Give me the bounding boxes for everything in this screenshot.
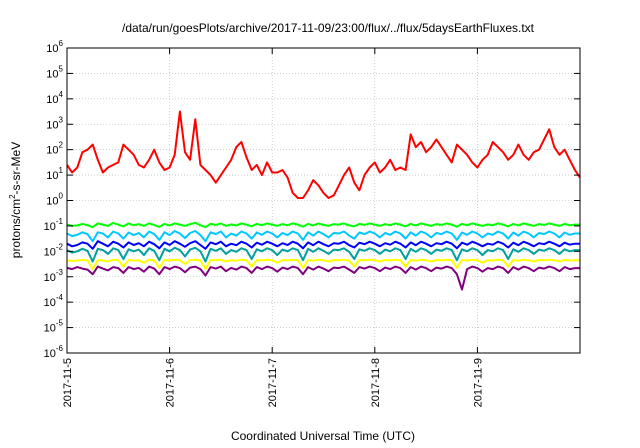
series-line-0 — [66, 110, 581, 199]
y-tick-label: 100 — [46, 192, 63, 208]
grid-lines — [67, 47, 580, 354]
y-tick-base: 10 — [46, 94, 58, 106]
y-tick-label: 103 — [46, 115, 63, 131]
x-tick-label: 2017-11-9 — [472, 358, 484, 407]
y-tick-label: 102 — [46, 141, 63, 157]
x-tick-label: 2017-11-7 — [267, 358, 279, 407]
series-line-3 — [66, 230, 580, 243]
y-tick-exponent: 5 — [59, 64, 64, 73]
y-tick-label: 106 — [46, 39, 63, 55]
y-axis-label-main: protons/cm — [9, 199, 23, 258]
x-tick-label: 2017-11-8 — [370, 358, 382, 407]
y-tick-base: 10 — [46, 145, 58, 157]
y-tick-exponent: -6 — [56, 344, 64, 353]
x-tick-label: 2017-11-5 — [62, 358, 74, 407]
series-line-6 — [66, 265, 580, 291]
y-tick-label: 10-6 — [44, 344, 64, 360]
y-tick-exponent: 1 — [59, 166, 64, 175]
x-tick-label: 2017-11-6 — [165, 358, 177, 407]
axis-ticks — [66, 47, 580, 354]
y-tick-exponent: 4 — [59, 90, 64, 99]
y-tick-base: 10 — [44, 221, 56, 233]
y-tick-base: 10 — [44, 297, 56, 309]
y-tick-label: 104 — [46, 90, 63, 106]
y-tick-exponent: 0 — [59, 192, 64, 201]
chart-title: /data/run/goesPlots/archive/2017-11-09/2… — [122, 21, 535, 35]
y-tick-base: 10 — [46, 119, 58, 131]
y-tick-labels: 10-610-510-410-310-210-11001011021031041… — [44, 39, 64, 360]
y-tick-label: 10-3 — [44, 268, 64, 284]
y-tick-base: 10 — [46, 43, 58, 55]
y-tick-base: 10 — [44, 323, 56, 335]
y-tick-exponent: 3 — [59, 115, 64, 124]
y-tick-label: 10-4 — [44, 293, 64, 309]
series-line-5 — [66, 258, 580, 271]
y-axis-label-rest: -s-sr-MeV — [9, 142, 23, 195]
y-tick-exponent: -3 — [56, 268, 64, 277]
y-tick-base: 10 — [46, 196, 58, 208]
series-line-4 — [66, 246, 580, 263]
y-tick-exponent: -2 — [56, 242, 64, 251]
x-tick-labels: 2017-11-5 2017-11-6 2017-11-7 2017-11-8 2017… — [62, 358, 484, 407]
y-axis-label: protons/cm2-s-sr-MeV — [8, 142, 23, 258]
y-tick-exponent: -5 — [56, 319, 64, 328]
y-tick-exponent: -4 — [56, 293, 64, 302]
series-line-1 — [66, 221, 580, 229]
series-line-2 — [66, 240, 580, 250]
y-tick-base: 10 — [44, 348, 56, 360]
y-tick-exponent: 2 — [59, 141, 64, 150]
y-axis-label-sup: 2 — [8, 194, 17, 199]
y-tick-base: 10 — [44, 246, 56, 258]
y-tick-label: 10-1 — [44, 217, 64, 233]
y-tick-label: 10-5 — [44, 319, 64, 335]
y-tick-base: 10 — [44, 272, 56, 284]
y-tick-base: 10 — [46, 170, 58, 182]
y-tick-base: 10 — [46, 68, 58, 80]
y-tick-label: 101 — [46, 166, 63, 182]
y-tick-label: 10-2 — [44, 242, 64, 258]
plot-frame — [66, 47, 581, 354]
y-tick-exponent: -1 — [56, 217, 64, 226]
y-tick-exponent: 6 — [59, 39, 64, 48]
series-group — [66, 110, 581, 291]
y-tick-label: 105 — [46, 64, 63, 80]
x-axis-label: Coordinated Universal Time (UTC) — [231, 429, 415, 443]
